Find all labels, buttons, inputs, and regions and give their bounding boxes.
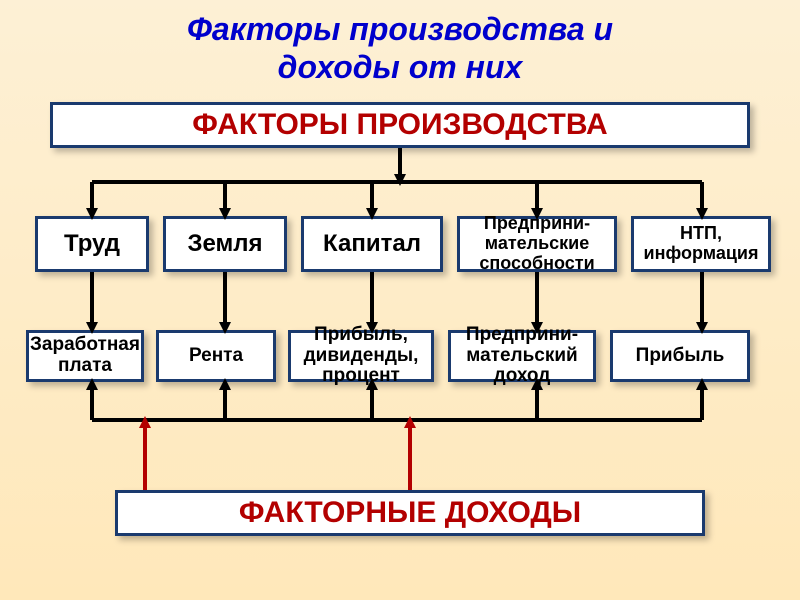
factor-box-4-label: НТП, информация bbox=[634, 224, 768, 264]
factor-box-0-label: Труд bbox=[64, 230, 120, 258]
title-line-1: Факторы производства и bbox=[0, 10, 800, 48]
factor-box-1-label: Земля bbox=[187, 230, 262, 258]
header-bottom-box: ФАКТОРНЫЕ ДОХОДЫ bbox=[115, 490, 705, 536]
factor-box-2: Капитал bbox=[301, 216, 443, 272]
income-box-0: Заработная плата bbox=[26, 330, 144, 382]
header-top-box: ФАКТОРЫ ПРОИЗВОДСТВА bbox=[50, 102, 750, 148]
factor-box-3-label: Предприни-мательские способности bbox=[460, 214, 614, 273]
header-bottom-box-label: ФАКТОРНЫЕ ДОХОДЫ bbox=[239, 496, 581, 530]
header-top-box-label: ФАКТОРЫ ПРОИЗВОДСТВА bbox=[192, 108, 607, 142]
factor-box-4: НТП, информация bbox=[631, 216, 771, 272]
income-box-4-label: Прибыль bbox=[636, 346, 725, 367]
factor-box-3: Предприни-мательские способности bbox=[457, 216, 617, 272]
income-box-1-label: Рента bbox=[189, 346, 243, 367]
income-box-2: Прибыль, дивиденды, процент bbox=[288, 330, 434, 382]
income-box-3: Предприни-мательский доход bbox=[448, 330, 596, 382]
factor-box-1: Земля bbox=[163, 216, 287, 272]
page-title: Факторы производства и доходы от них bbox=[0, 0, 800, 87]
factor-box-0: Труд bbox=[35, 216, 149, 272]
income-box-3-label: Предприни-мательский доход bbox=[451, 325, 593, 388]
income-box-4: Прибыль bbox=[610, 330, 750, 382]
income-box-2-label: Прибыль, дивиденды, процент bbox=[291, 325, 431, 388]
income-box-0-label: Заработная плата bbox=[29, 335, 141, 377]
factor-box-2-label: Капитал bbox=[323, 230, 421, 258]
income-box-1: Рента bbox=[156, 330, 276, 382]
title-line-2: доходы от них bbox=[0, 48, 800, 86]
